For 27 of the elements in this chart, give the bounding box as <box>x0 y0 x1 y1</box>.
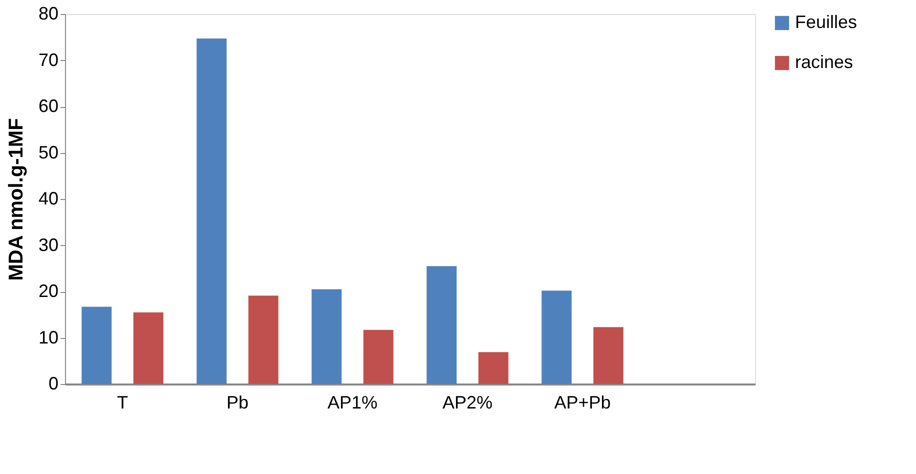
x-tick-label: AP+Pb <box>554 392 611 412</box>
y-tick-label: 20 <box>38 281 58 301</box>
y-tick-label: 40 <box>38 188 58 208</box>
bar <box>478 352 508 384</box>
bar <box>363 330 394 384</box>
bar <box>133 312 164 384</box>
legend-label: racines <box>795 52 854 72</box>
bar <box>312 289 342 384</box>
y-tick-label: 80 <box>38 4 58 24</box>
legend-label: Feuilles <box>795 12 858 32</box>
bar <box>593 327 624 384</box>
y-axis-title: MDA nmol.g-1MF <box>5 118 28 281</box>
bar <box>542 290 572 384</box>
y-tick-label: 70 <box>38 50 58 70</box>
y-tick-label: 50 <box>38 142 58 162</box>
y-tick-label: 60 <box>38 96 58 116</box>
bar <box>426 266 457 384</box>
bar <box>196 38 227 384</box>
bar <box>82 306 112 384</box>
x-tick-label: AP2% <box>442 392 493 412</box>
y-tick-label: 10 <box>38 327 58 348</box>
y-tick-label: 0 <box>48 374 58 394</box>
y-tick-label: 30 <box>38 234 58 255</box>
x-tick-label: AP1% <box>327 392 378 412</box>
x-tick-label: T <box>117 392 128 412</box>
bar <box>248 296 278 384</box>
x-tick-label: Pb <box>226 392 249 412</box>
